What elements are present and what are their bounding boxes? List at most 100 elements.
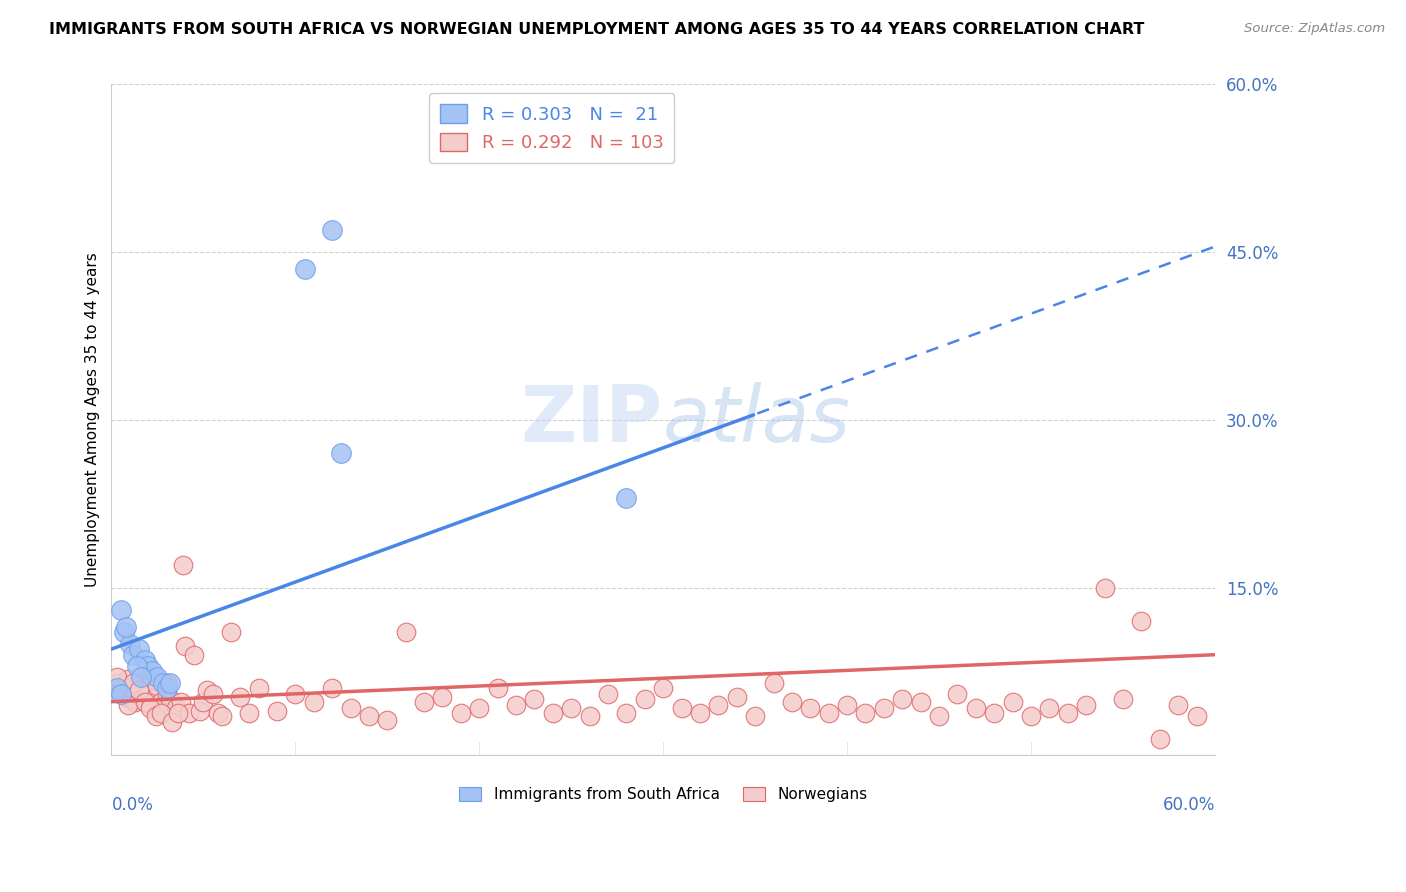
Point: [129, 670, 152, 684]
Point: [1094, 581, 1116, 595]
Point: [330, 446, 353, 460]
Point: [122, 675, 145, 690]
Point: [159, 675, 181, 690]
Point: [671, 701, 693, 715]
Point: [707, 698, 730, 712]
Point: [134, 695, 156, 709]
Point: [155, 681, 177, 696]
Point: [121, 692, 143, 706]
Point: [395, 625, 418, 640]
Point: [468, 701, 491, 715]
Point: [117, 698, 139, 712]
Point: [1076, 698, 1098, 712]
Point: [616, 706, 638, 720]
Point: [155, 675, 177, 690]
Point: [560, 701, 582, 715]
Point: [634, 692, 657, 706]
Point: [855, 706, 877, 720]
Point: [166, 706, 188, 720]
Text: 0.0%: 0.0%: [111, 796, 153, 814]
Point: [112, 687, 135, 701]
Point: [294, 262, 316, 277]
Legend: Immigrants from South Africa, Norwegians: Immigrants from South Africa, Norwegians: [453, 780, 875, 808]
Point: [117, 673, 139, 687]
Point: [124, 695, 146, 709]
Point: [150, 695, 173, 709]
Point: [141, 673, 163, 687]
Point: [207, 706, 229, 720]
Point: [302, 695, 325, 709]
Point: [211, 709, 233, 723]
Text: IMMIGRANTS FROM SOUTH AFRICA VS NORWEGIAN UNEMPLOYMENT AMONG AGES 35 TO 44 YEARS: IMMIGRANTS FROM SOUTH AFRICA VS NORWEGIA…: [49, 22, 1144, 37]
Point: [928, 709, 950, 723]
Text: atlas: atlas: [664, 382, 851, 458]
Point: [111, 687, 134, 701]
Point: [150, 706, 173, 720]
Point: [118, 636, 141, 650]
Point: [127, 659, 149, 673]
Point: [725, 690, 748, 705]
Point: [122, 648, 145, 662]
Point: [145, 709, 167, 723]
Point: [128, 675, 150, 690]
Point: [486, 681, 509, 696]
Point: [762, 675, 785, 690]
Point: [357, 709, 380, 723]
Point: [174, 639, 197, 653]
Point: [160, 714, 183, 729]
Point: [1130, 614, 1153, 628]
Point: [110, 603, 132, 617]
Point: [799, 701, 821, 715]
Point: [122, 679, 145, 693]
Point: [1167, 698, 1189, 712]
Point: [193, 695, 215, 709]
Point: [135, 681, 157, 696]
Point: [1185, 709, 1208, 723]
Point: [165, 701, 187, 715]
Point: [177, 706, 200, 720]
Point: [155, 687, 177, 701]
Point: [266, 704, 288, 718]
Point: [115, 620, 138, 634]
Point: [965, 701, 987, 715]
Point: [170, 695, 193, 709]
Point: [131, 683, 153, 698]
Point: [523, 692, 546, 706]
Point: [134, 695, 156, 709]
Point: [105, 675, 128, 690]
Point: [105, 670, 128, 684]
Point: [596, 687, 619, 701]
Point: [110, 681, 132, 696]
Point: [134, 653, 156, 667]
Point: [375, 713, 398, 727]
Text: 60.0%: 60.0%: [1163, 796, 1215, 814]
Point: [321, 223, 343, 237]
Point: [247, 681, 270, 696]
Point: [136, 687, 159, 701]
Point: [1019, 709, 1042, 723]
Point: [139, 701, 162, 715]
Y-axis label: Unemployment Among Ages 35 to 44 years: Unemployment Among Ages 35 to 44 years: [86, 252, 100, 587]
Point: [652, 681, 675, 696]
Point: [118, 683, 141, 698]
Point: [183, 648, 205, 662]
Point: [110, 687, 132, 701]
Point: [146, 670, 169, 684]
Point: [616, 491, 638, 505]
Point: [321, 681, 343, 696]
Point: [910, 695, 932, 709]
Point: [152, 675, 174, 690]
Point: [229, 690, 252, 705]
Point: [188, 704, 211, 718]
Point: [238, 706, 260, 720]
Point: [744, 709, 766, 723]
Point: [139, 698, 162, 712]
Point: [172, 558, 194, 573]
Point: [1056, 706, 1078, 720]
Point: [201, 687, 224, 701]
Point: [578, 709, 600, 723]
Point: [1112, 692, 1135, 706]
Point: [689, 706, 711, 720]
Point: [159, 692, 181, 706]
Point: [219, 625, 242, 640]
